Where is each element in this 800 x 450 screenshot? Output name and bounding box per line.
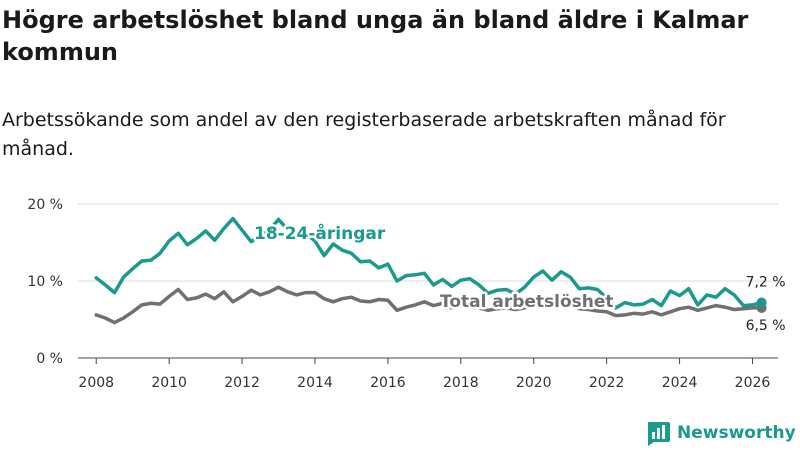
x-tick-label: 2008 (78, 375, 114, 391)
y-axis: 0 % 10 % 20 % (27, 197, 63, 367)
brand-logo: Newsworthy (645, 420, 796, 446)
bar-chart-icon (648, 422, 670, 446)
x-tick-label: 2010 (151, 375, 187, 391)
x-tick-label: 2026 (735, 375, 771, 391)
x-tick-label: 2022 (589, 375, 625, 391)
chart-title: Högre arbetslöshet bland unga än bland ä… (2, 6, 749, 66)
x-tick-label: 2020 (516, 375, 552, 391)
y-tick-label: 20 % (27, 197, 63, 213)
chart-subtitle: Arbetssökande som andel av den registerb… (2, 109, 726, 160)
series-line-total (94, 285, 764, 325)
end-point-youth (756, 297, 767, 308)
x-tick-label: 2016 (370, 375, 406, 391)
series-line-youth (94, 216, 764, 310)
series-labels: 18-24-åringar Total arbetslöshet 7,2 % 6,5 … (252, 220, 786, 334)
x-axis: 2008 2010 2012 2014 2016 2018 2020 2022 2024 2026 (78, 357, 778, 391)
x-tick-label: 2018 (443, 375, 479, 391)
y-tick-label: 0 % (36, 351, 63, 367)
x-tick-label: 2012 (224, 375, 260, 391)
series-label-youth: 18-24-åringar (254, 222, 386, 244)
end-value-youth: 7,2 % (746, 275, 786, 291)
x-tick-label: 2024 (662, 375, 698, 391)
x-tick-label: 2014 (297, 375, 333, 391)
series-label-total: Total arbetslöshet (440, 292, 614, 312)
brand-name: Newsworthy (677, 423, 796, 443)
y-tick-label: 10 % (27, 274, 63, 290)
gridlines (78, 203, 778, 282)
series-lines (94, 216, 767, 325)
end-value-total: 6,5 % (746, 318, 786, 334)
